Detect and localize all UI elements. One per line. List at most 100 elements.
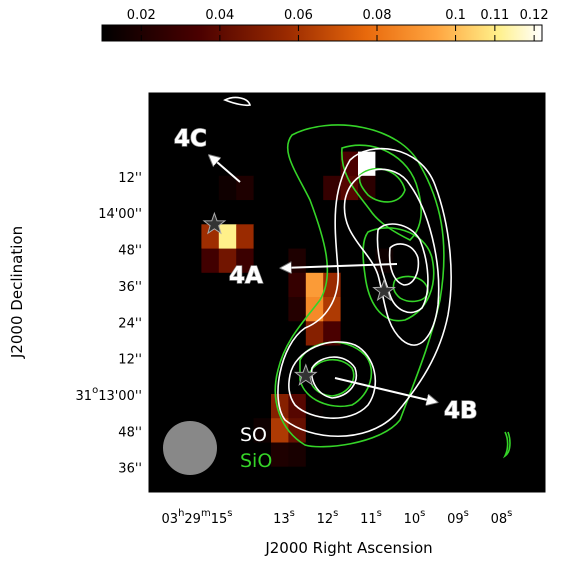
heatmap-cell xyxy=(218,321,237,346)
x-tick-label: 08s xyxy=(491,508,513,527)
heatmap-cell xyxy=(253,272,272,298)
heatmap-cell xyxy=(305,466,324,492)
heatmap-cell xyxy=(253,200,272,225)
heatmap-cell xyxy=(288,272,307,298)
heatmap-cell xyxy=(271,297,289,322)
colorbar-tick-label: 0.04 xyxy=(205,8,234,23)
sources xyxy=(202,211,396,386)
so-contour-5 xyxy=(388,243,420,286)
y-tick-label: 12'' xyxy=(118,353,142,368)
heatmap-cell xyxy=(358,442,376,468)
heatmap-cell xyxy=(271,442,289,468)
heatmap-cell xyxy=(253,321,272,346)
heatmap-cell xyxy=(271,175,289,201)
colorbar-ticks: 0.02 0.04 0.06 0.08 0.1 0.11 0.12 xyxy=(127,8,549,41)
heatmap-cell xyxy=(253,151,272,177)
heatmap-cell xyxy=(218,466,237,492)
heatmap-cell xyxy=(323,442,342,468)
heatmap-cell xyxy=(358,200,376,225)
heatmap-cell xyxy=(201,394,220,419)
heatmap-cell xyxy=(253,466,272,492)
so-contour-4 xyxy=(376,223,429,314)
heatmap-cell xyxy=(340,394,359,419)
heatmap-cell xyxy=(218,272,237,298)
source-arrows xyxy=(210,156,436,402)
heatmap-cell xyxy=(166,272,185,298)
heatmap-cell xyxy=(236,175,255,201)
heatmap-cell xyxy=(323,151,342,177)
heatmap-cell xyxy=(184,151,202,177)
so-contour-1 xyxy=(223,96,252,107)
source-star-4c xyxy=(202,211,227,235)
heatmap-cell xyxy=(288,200,307,225)
heatmap-cell xyxy=(253,297,272,322)
heatmap-cell xyxy=(288,224,307,249)
heatmap-cell xyxy=(340,200,359,225)
heatmap-cell xyxy=(166,345,185,371)
heatmap-cell xyxy=(358,297,376,322)
heatmap-cell xyxy=(236,272,255,298)
heatmap-cell xyxy=(340,272,359,298)
so-contour-3 xyxy=(343,168,440,346)
plot-frame xyxy=(148,92,546,493)
heatmap-cell xyxy=(166,321,185,346)
heatmap-cell xyxy=(271,272,289,298)
heatmap-cell xyxy=(358,466,376,492)
heatmap-cell xyxy=(236,369,255,395)
heatmap-cell xyxy=(218,248,237,274)
heatmap-cell xyxy=(340,345,359,371)
heatmap-cell xyxy=(218,418,237,443)
heatmap-cell xyxy=(305,394,324,419)
heatmap-cell xyxy=(253,369,272,395)
heatmap-cell xyxy=(375,200,394,225)
y-tick-label: 31o13'00'' xyxy=(76,385,142,404)
heatmap-cell xyxy=(288,466,307,492)
heatmap-cell xyxy=(358,321,376,346)
sio-contour-4 xyxy=(362,227,435,322)
heatmap-cell xyxy=(288,151,307,177)
heatmap-cell xyxy=(184,345,202,371)
heatmap-cell xyxy=(340,418,359,443)
heatmap-cell xyxy=(218,297,237,322)
x-axis-ticks: 03h29m15s 13s 12s 11s 10s 09s 08s xyxy=(162,486,513,527)
heatmap-cell xyxy=(323,369,342,395)
colorbar-gradient xyxy=(101,24,543,42)
heatmap-cell xyxy=(184,248,202,274)
colorbar-tick-label: 0.1 xyxy=(445,8,466,23)
so-contour-2 xyxy=(277,147,452,438)
heatmap-cell xyxy=(184,321,202,346)
y-tick-label: 24'' xyxy=(118,316,142,331)
heatmap-cell xyxy=(253,224,272,249)
heatmap-cell xyxy=(166,394,185,419)
colorbar-tick-label: 0.02 xyxy=(127,8,156,23)
heatmap-cell xyxy=(201,297,220,322)
heatmap-cell xyxy=(375,394,394,419)
source-label-4c: 4C xyxy=(174,126,207,152)
x-axis-title: J2000 Right Ascension xyxy=(264,539,432,557)
heatmap-cell xyxy=(201,224,220,249)
heatmap-cell xyxy=(166,297,185,322)
heatmap-cell xyxy=(305,224,324,249)
colorbar-tick-label: 0.12 xyxy=(520,8,549,23)
source-star-4a xyxy=(372,278,396,302)
heatmap-cell xyxy=(166,175,185,201)
arrow-4b xyxy=(334,377,436,402)
x-tick-label: 11s xyxy=(360,508,382,527)
heatmap-cell xyxy=(323,200,342,225)
heatmap-cell xyxy=(305,442,324,468)
y-tick-label: 12'' xyxy=(118,171,142,186)
y-axis-title: J2000 Declination xyxy=(8,226,26,359)
colorbar-tick-label: 0.06 xyxy=(284,8,313,23)
heatmap-cell xyxy=(218,369,237,395)
heatmap-cell xyxy=(166,248,185,274)
sio-contour-7 xyxy=(308,359,355,397)
heatmap-cell xyxy=(340,224,359,249)
heatmap-cell xyxy=(201,466,220,492)
heatmap-cell xyxy=(166,369,185,395)
heatmap-cell xyxy=(323,418,342,443)
colorbar-tick-label: 0.11 xyxy=(480,8,509,23)
so-contour-7 xyxy=(310,356,357,399)
heatmap-cell xyxy=(201,248,220,274)
heatmap-cell xyxy=(236,345,255,371)
heatmap-cell xyxy=(288,248,307,274)
